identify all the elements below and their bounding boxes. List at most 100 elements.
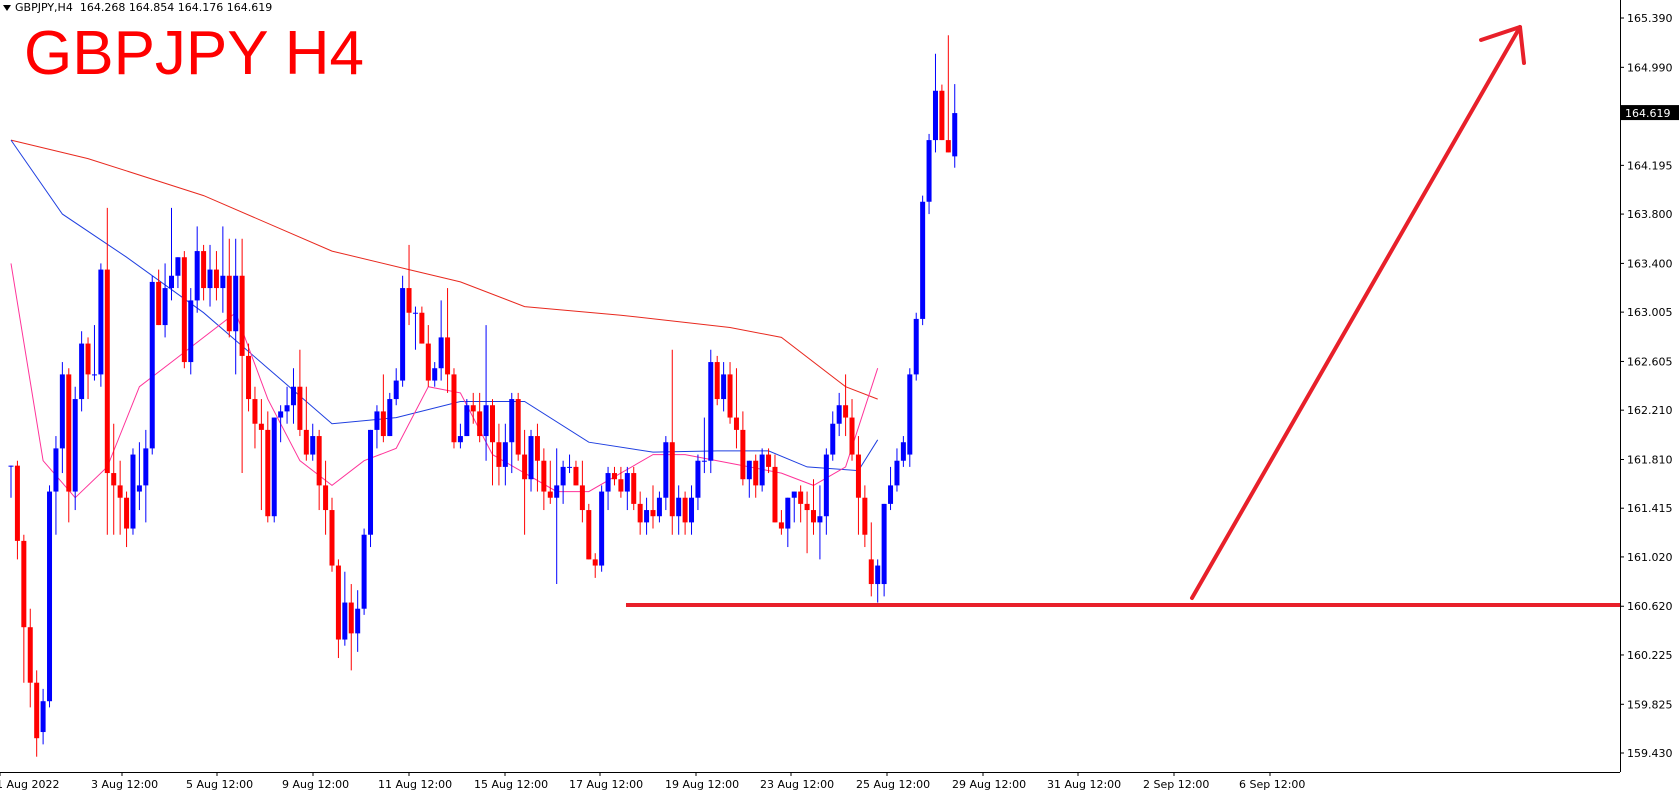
x-tick-label: 3 Aug 12:00: [91, 778, 158, 791]
candle: [663, 436, 669, 511]
candle: [477, 392, 483, 443]
candle-body: [804, 503, 810, 511]
candle: [438, 300, 444, 381]
candle: [592, 553, 598, 578]
candle-body: [149, 281, 155, 449]
candle: [451, 368, 457, 449]
candle-body: [875, 565, 881, 585]
candle: [284, 386, 290, 424]
candle: [323, 460, 329, 535]
candle: [772, 454, 778, 523]
chevron-down-icon[interactable]: [3, 5, 11, 11]
candle-body: [233, 275, 239, 332]
candle-body: [432, 368, 438, 381]
candle-body: [631, 473, 637, 504]
x-tick-label: 9 Aug 12:00: [282, 778, 349, 791]
y-tick-label: 163.800: [1627, 208, 1673, 221]
candle: [560, 460, 566, 504]
candle-body: [701, 460, 707, 462]
candle-body: [470, 405, 476, 412]
candle-body: [348, 602, 354, 634]
candle-body: [265, 429, 271, 517]
candle-body: [913, 318, 919, 375]
candle-body: [823, 454, 829, 517]
candle-body: [124, 497, 130, 529]
candle-body: [47, 491, 53, 702]
candle-body: [836, 405, 842, 424]
x-tick-label: 2 Sep 12:00: [1143, 778, 1209, 791]
candle-body: [8, 465, 14, 467]
candle: [445, 288, 451, 393]
candle: [419, 306, 425, 344]
candle-body: [849, 417, 855, 455]
candle: [721, 362, 727, 412]
candle-body: [611, 473, 617, 480]
candle: [233, 238, 239, 375]
candle-body: [515, 399, 521, 455]
candle: [246, 343, 252, 412]
candle: [913, 312, 919, 381]
x-tick-label: 1 Aug 2022: [0, 778, 59, 791]
candle: [201, 244, 207, 301]
candle-body: [766, 454, 772, 467]
candle-body: [554, 485, 560, 498]
candle-body: [72, 399, 78, 492]
x-tick-label: 19 Aug 12:00: [665, 778, 739, 791]
candle-body: [811, 510, 816, 523]
candle-body: [624, 473, 630, 492]
y-tick-label: 160.225: [1627, 649, 1673, 662]
candle-body: [412, 312, 418, 314]
candle: [695, 454, 701, 511]
candle-body: [226, 275, 232, 332]
x-tick-label: 17 Aug 12:00: [569, 778, 643, 791]
candle: [515, 392, 521, 461]
candle: [862, 485, 868, 548]
candle-body: [733, 417, 739, 430]
candle-body: [881, 503, 887, 585]
candle: [361, 528, 367, 615]
candle: [316, 429, 322, 511]
candle: [939, 84, 945, 141]
x-tick-label: 23 Aug 12:00: [760, 778, 834, 791]
candle-body: [746, 460, 752, 480]
y-tick-label: 162.210: [1627, 404, 1673, 417]
candle: [432, 362, 438, 387]
candle: [136, 442, 142, 511]
candle: [624, 466, 630, 511]
candle: [778, 510, 784, 535]
moving-averages: [10, 139, 879, 499]
y-tick-label: 161.415: [1627, 502, 1673, 515]
candle: [85, 337, 91, 400]
symbol-timeframe: GBPJPY,H4: [15, 1, 73, 14]
candle-body: [605, 473, 611, 492]
candle-body: [502, 442, 508, 467]
candle: [534, 423, 540, 492]
candle-body: [400, 288, 406, 381]
candle: [618, 466, 624, 498]
candle-body: [368, 429, 374, 535]
candle-body: [650, 510, 656, 517]
y-tick-label: 159.430: [1627, 747, 1673, 760]
candle-body: [509, 399, 515, 443]
candle: [457, 423, 463, 449]
candle-body: [791, 491, 797, 498]
candle: [817, 485, 823, 560]
candle-body: [252, 399, 258, 424]
candle: [297, 349, 303, 437]
candle: [483, 325, 489, 461]
trend-arrow-head: [1479, 25, 1526, 65]
candle: [27, 608, 33, 708]
candle-body: [798, 491, 804, 504]
candle: [900, 436, 906, 467]
candle: [849, 399, 855, 461]
y-tick-label: 161.020: [1627, 551, 1673, 564]
candle: [656, 491, 662, 523]
candle: [278, 405, 284, 443]
candle: [104, 207, 110, 535]
candle-body: [932, 90, 938, 141]
ma-mid-line: [10, 139, 879, 472]
candle-body: [689, 497, 695, 523]
candle: [586, 503, 592, 560]
candle-body: [239, 275, 245, 356]
